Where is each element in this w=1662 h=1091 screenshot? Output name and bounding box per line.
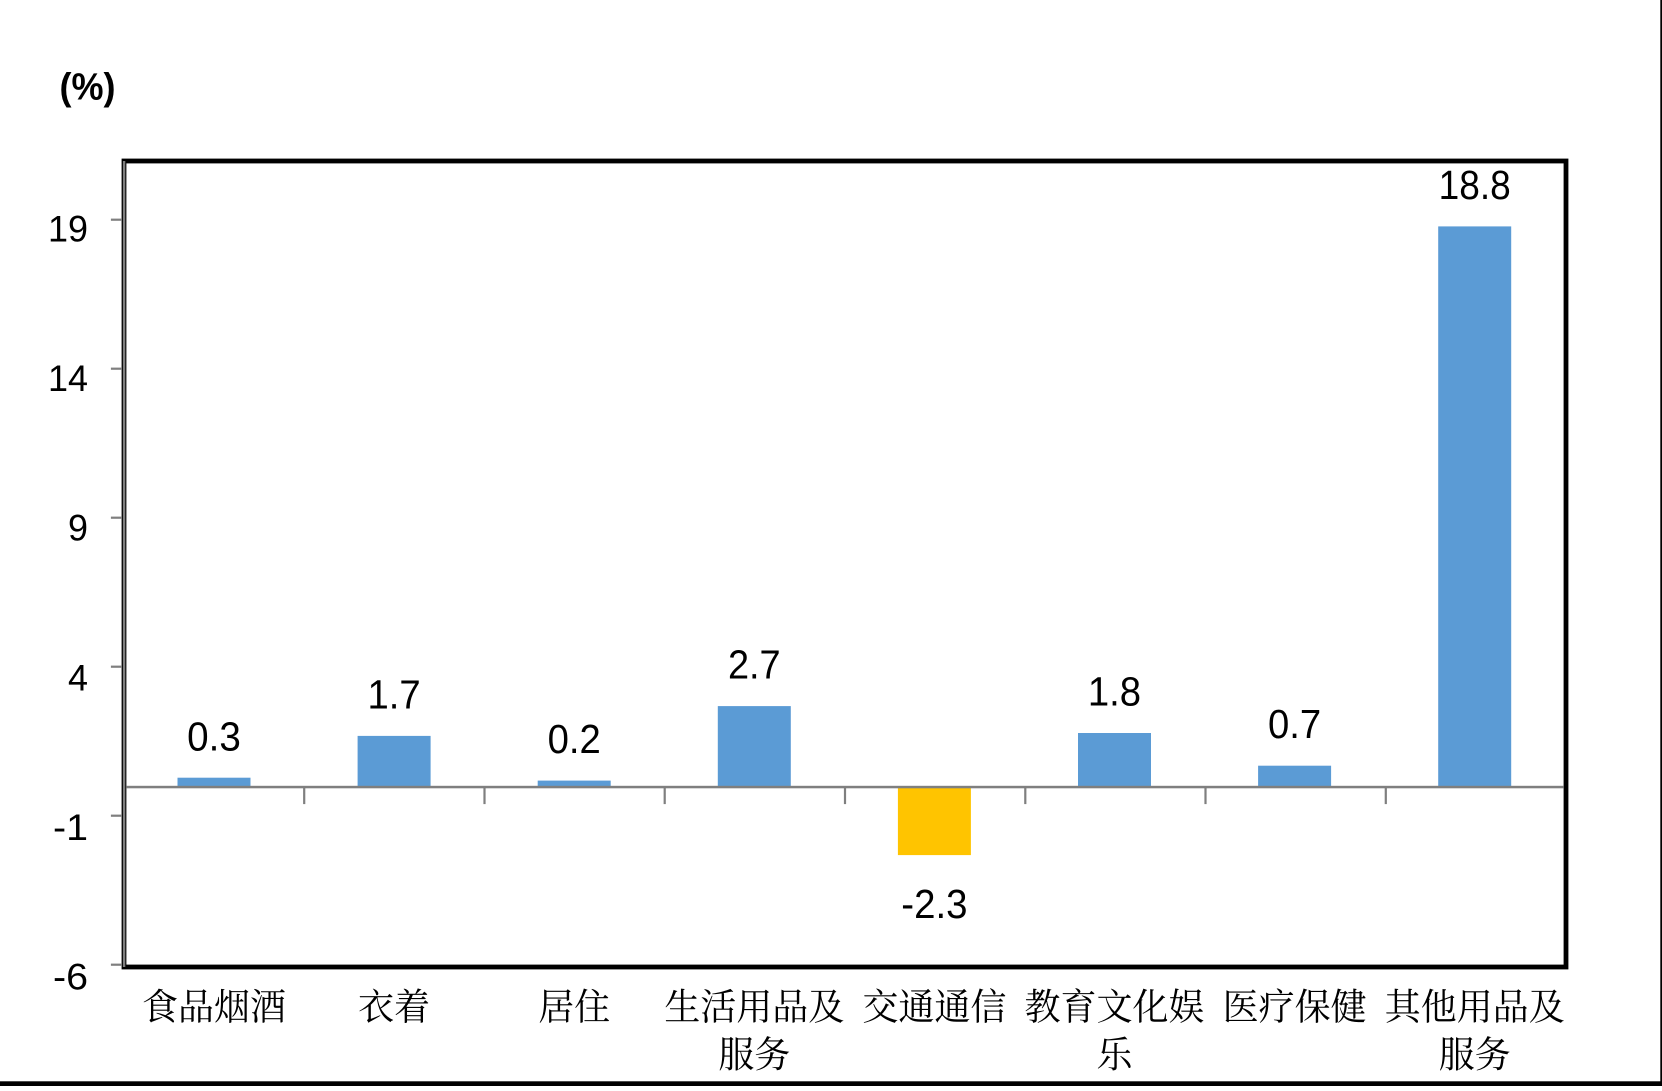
svg-text:0.7: 0.7 <box>1268 701 1321 747</box>
svg-text:1.7: 1.7 <box>368 672 421 718</box>
svg-text:1.8: 1.8 <box>1088 669 1141 715</box>
svg-text:18.8: 18.8 <box>1439 162 1511 208</box>
svg-text:-1: -1 <box>53 807 88 848</box>
svg-text:0.3: 0.3 <box>187 714 241 760</box>
svg-text:(%): (%) <box>60 67 116 109</box>
svg-text:0.2: 0.2 <box>548 716 601 762</box>
svg-text:-6: -6 <box>53 957 88 998</box>
svg-text:-2.3: -2.3 <box>901 881 967 927</box>
svg-text:4: 4 <box>68 657 88 698</box>
svg-text:9: 9 <box>68 508 88 549</box>
svg-text:19: 19 <box>48 208 88 249</box>
svg-text:14: 14 <box>48 358 88 399</box>
svg-text:2.7: 2.7 <box>728 641 781 687</box>
